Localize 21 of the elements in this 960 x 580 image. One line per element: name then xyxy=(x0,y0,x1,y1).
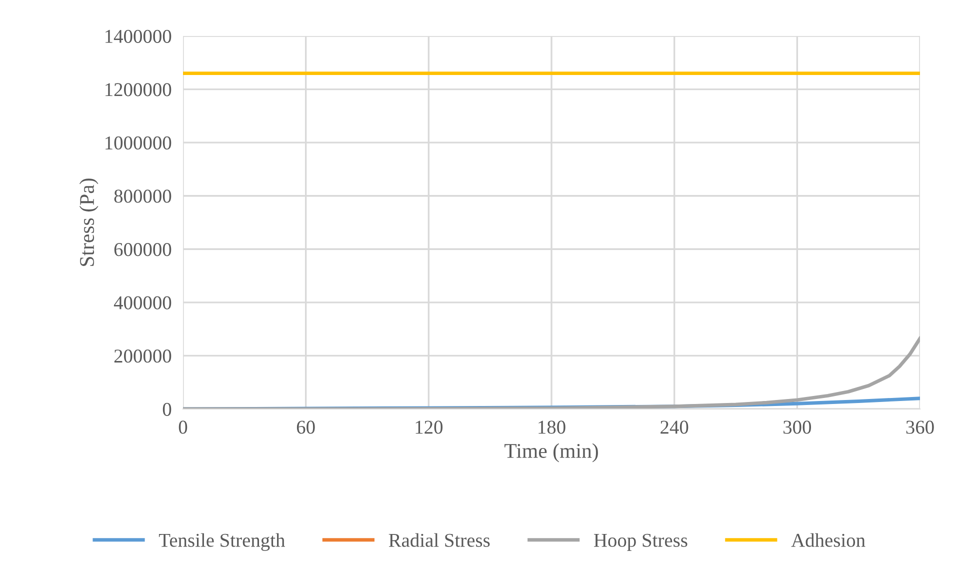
x-tick-label: 180 xyxy=(538,420,566,434)
y-tick-label: 800000 xyxy=(114,190,172,203)
x-tick-label: 0 xyxy=(178,420,188,434)
x-tick-label: 360 xyxy=(906,420,934,434)
x-tick-label: 300 xyxy=(784,420,812,434)
y-tick-label: 1000000 xyxy=(106,136,172,150)
y-tick-label: 1400000 xyxy=(106,30,172,43)
y-tick-label: 400000 xyxy=(114,296,172,310)
legend-label: Radial Stress xyxy=(388,533,490,547)
x-tick-label: 60 xyxy=(296,420,315,434)
y-tick-label: 0 xyxy=(162,402,172,416)
x-tick-label: 120 xyxy=(416,420,443,434)
x-tick-label: 240 xyxy=(660,420,688,434)
legend-label: Hoop Stress xyxy=(594,534,688,551)
y-axis-title: Stress (Pa) xyxy=(79,178,98,266)
y-tick-label: 200000 xyxy=(114,350,172,363)
legend-label: Tensile Strength xyxy=(158,533,285,551)
x-axis-title: Time (min) xyxy=(504,443,598,462)
y-tick-label: 1200000 xyxy=(106,83,172,96)
y-tick-label: 600000 xyxy=(114,242,172,256)
legend-label: Adhesion xyxy=(791,533,866,547)
